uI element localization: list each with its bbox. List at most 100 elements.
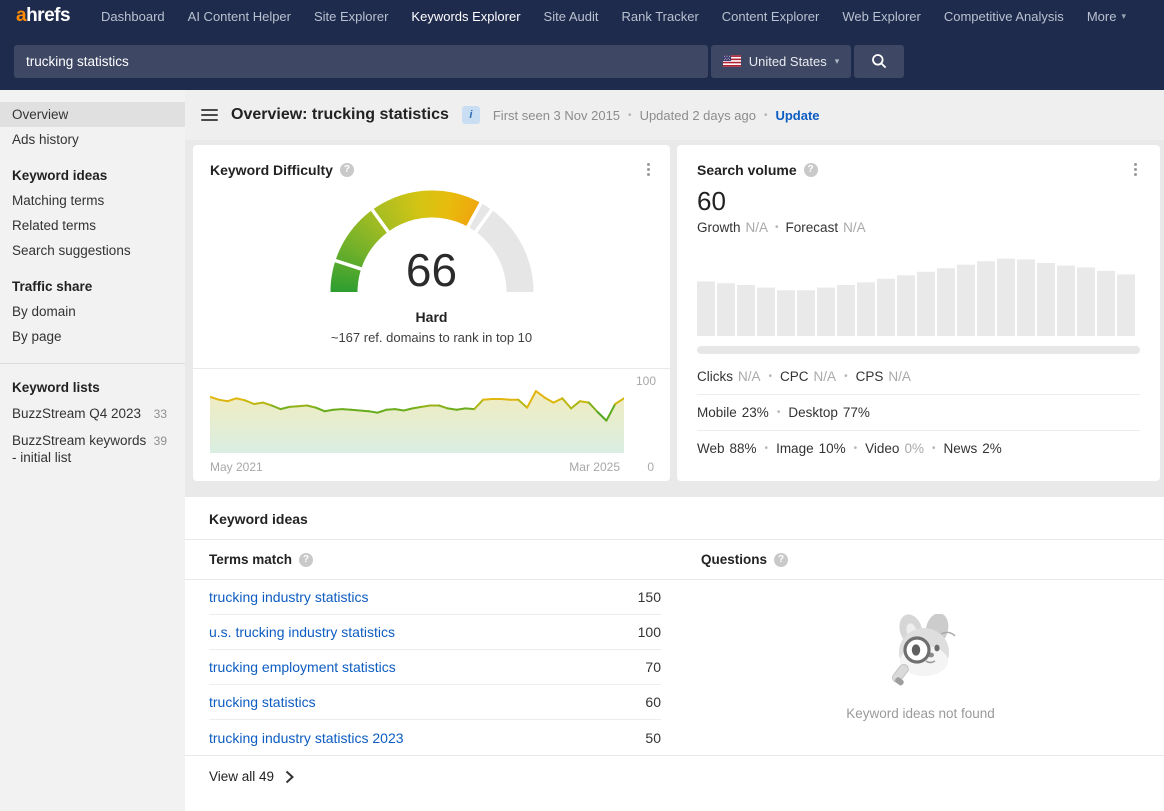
us-flag-icon xyxy=(722,55,741,67)
nav-item-web-explorer[interactable]: Web Explorer xyxy=(842,8,921,24)
dot-separator: • xyxy=(763,109,768,121)
table-row: trucking employment statistics 70 xyxy=(209,650,661,685)
ahrefs-logo[interactable]: ahrefs xyxy=(16,5,71,27)
volume-chart-scrollbar[interactable] xyxy=(697,346,1140,354)
hamburger-menu-icon[interactable] xyxy=(201,109,218,121)
news-label: News xyxy=(943,441,978,456)
dot-separator: • xyxy=(853,443,858,454)
keyword-link[interactable]: trucking industry statistics xyxy=(209,589,369,605)
kd-value: 66 xyxy=(405,244,458,296)
sidebar-section-keyword-ideas: Keyword ideas xyxy=(12,168,108,183)
search-button[interactable] xyxy=(854,44,904,78)
keyword-list-count: 33 xyxy=(153,407,167,421)
kd-history-area xyxy=(210,390,624,453)
keyword-ideas-title: Keyword ideas xyxy=(185,497,1164,540)
dot-separator: • xyxy=(764,443,769,454)
dot-separator: • xyxy=(775,222,779,233)
growth-label: Growth xyxy=(697,220,741,235)
top-nav: ahrefs Dashboard AI Content Helper Site … xyxy=(0,0,1164,32)
keyword-volume: 150 xyxy=(637,589,661,605)
keyword-search-input[interactable] xyxy=(14,44,708,78)
keyword-link[interactable]: trucking industry statistics 2023 xyxy=(209,729,404,746)
table-row: trucking industry statistics 2023 50 xyxy=(209,720,661,755)
nav-item-dashboard[interactable]: Dashboard xyxy=(101,8,165,24)
sidebar-section-keyword-lists: Keyword lists xyxy=(12,380,100,395)
kd-axis-max: 100 xyxy=(635,374,656,388)
keyword-link[interactable]: trucking employment statistics xyxy=(209,659,396,675)
view-all-label: View all 49 xyxy=(209,769,275,784)
nav-item-site-audit[interactable]: Site Audit xyxy=(543,8,599,24)
sidebar-item-keyword-list[interactable]: BuzzStream keywords - initial list 39 xyxy=(0,427,185,471)
sidebar-item-related-terms[interactable]: Related terms xyxy=(12,218,97,233)
keyword-volume: 100 xyxy=(637,624,661,640)
cpc-value: N/A xyxy=(813,369,837,384)
keyword-volume: 50 xyxy=(645,729,661,746)
web-value: 88% xyxy=(729,441,757,456)
kebab-menu-icon[interactable] xyxy=(1131,160,1140,179)
kd-history-chart: 100 0 May 2021 Mar 2025 xyxy=(193,368,670,481)
view-all-button[interactable]: View all 49 xyxy=(185,756,318,797)
logo-text: hrefs xyxy=(26,5,71,26)
table-row: u.s. trucking industry statistics 100 xyxy=(209,615,661,650)
mobile-value: 23% xyxy=(741,405,769,420)
kd-difficulty-label: Hard xyxy=(415,309,448,325)
mobile-label: Mobile xyxy=(697,405,737,420)
keyword-list-count: 39 xyxy=(153,434,167,448)
kd-axis-start-date: May 2021 xyxy=(210,460,263,474)
nav-item-rank-tracker[interactable]: Rank Tracker xyxy=(621,8,699,24)
keyword-link[interactable]: trucking statistics xyxy=(209,694,316,710)
keyword-difficulty-card: Keyword Difficulty ? 66 Hard ~167 ref. d… xyxy=(193,145,670,481)
help-icon[interactable]: ? xyxy=(774,552,789,567)
image-label: Image xyxy=(776,441,814,456)
nav-item-ai-content-helper[interactable]: AI Content Helper xyxy=(187,8,291,24)
news-value: 2% xyxy=(982,441,1002,456)
dot-separator: • xyxy=(776,407,781,418)
update-link[interactable]: Update xyxy=(775,107,820,123)
sidebar-item-keyword-list[interactable]: BuzzStream Q4 2023 33 xyxy=(0,400,185,427)
kebab-menu-icon[interactable] xyxy=(644,160,653,179)
growth-value: N/A xyxy=(745,220,769,235)
kd-gauge-arc xyxy=(330,190,533,293)
country-label: United States xyxy=(748,53,827,69)
help-icon[interactable]: ? xyxy=(299,552,314,567)
table-row: trucking industry statistics 150 xyxy=(209,580,661,615)
desktop-label: Desktop xyxy=(788,405,838,420)
cps-value: N/A xyxy=(888,369,911,384)
sidebar-item-matching-terms[interactable]: Matching terms xyxy=(12,193,105,208)
info-badge[interactable]: i xyxy=(461,106,480,124)
nav-item-content-explorer[interactable]: Content Explorer xyxy=(721,8,820,24)
nav-item-competitive-analysis[interactable]: Competitive Analysis xyxy=(943,8,1064,24)
country-selector[interactable]: United States ▾ xyxy=(711,44,851,78)
chevron-down-icon: ▾ xyxy=(834,55,840,66)
clicks-value: N/A xyxy=(738,369,761,384)
nav-item-more[interactable]: More ▾ xyxy=(1087,9,1126,24)
sidebar-section-traffic-share: Traffic share xyxy=(12,279,93,294)
keyword-ideas-section: Keyword ideas Terms match ? Questions ? … xyxy=(185,497,1164,811)
kd-card-title: Keyword Difficulty xyxy=(210,161,333,178)
dot-separator: • xyxy=(628,109,632,121)
sidebar-divider xyxy=(0,363,185,364)
search-icon xyxy=(872,54,887,69)
nav-item-site-explorer[interactable]: Site Explorer xyxy=(314,8,389,24)
help-icon[interactable]: ? xyxy=(803,162,818,177)
search-volume-card: Search volume ? 60 Growth N/A • Forecast N… xyxy=(677,145,1160,481)
cps-label: CPS xyxy=(855,369,884,384)
sidebar-item-by-domain[interactable]: By domain xyxy=(12,304,76,319)
sidebar: Overview Ads history Keyword ideas Match… xyxy=(0,90,185,811)
help-icon[interactable]: ? xyxy=(339,162,354,177)
page-header: Overview: trucking statistics i First se… xyxy=(185,90,1164,140)
forecast-value: N/A xyxy=(843,220,866,235)
video-value: 0% xyxy=(904,441,924,456)
forecast-label: Forecast xyxy=(785,220,839,235)
clicks-label: Clicks xyxy=(697,369,733,384)
sidebar-item-search-suggestions[interactable]: Search suggestions xyxy=(12,243,131,258)
sidebar-item-by-page[interactable]: By page xyxy=(12,329,62,344)
dot-separator: • xyxy=(931,443,936,454)
sidebar-item-overview[interactable]: Overview xyxy=(0,102,185,127)
sidebar-item-ads-history[interactable]: Ads history xyxy=(12,132,79,147)
image-value: 10% xyxy=(818,441,846,456)
keyword-link[interactable]: u.s. trucking industry statistics xyxy=(209,624,395,640)
web-label: Web xyxy=(697,441,725,456)
chevron-right-icon xyxy=(285,770,295,783)
nav-item-keywords-explorer[interactable]: Keywords Explorer xyxy=(411,8,521,24)
